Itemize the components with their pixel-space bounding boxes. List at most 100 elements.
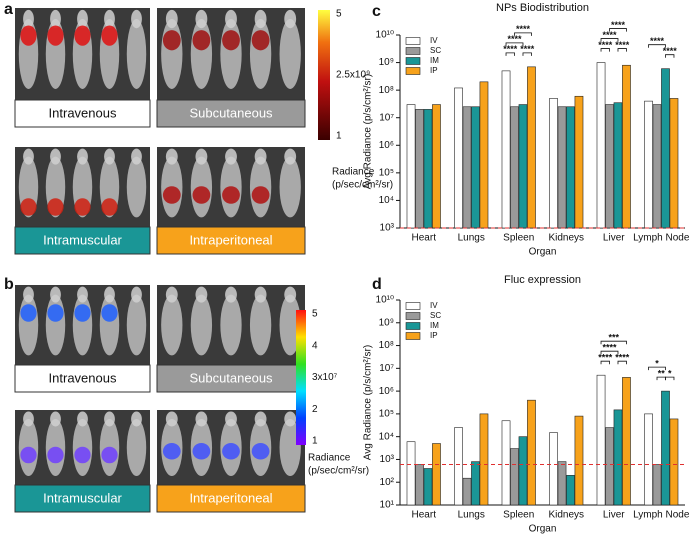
bar	[527, 66, 536, 229]
legend-swatch	[405, 47, 421, 55]
bar	[462, 106, 472, 229]
group-label-box	[14, 99, 151, 128]
bar	[605, 104, 614, 229]
mouse-body	[249, 19, 272, 89]
mouse-body	[220, 294, 242, 356]
significance-bracket	[665, 54, 675, 58]
bar	[510, 448, 519, 506]
mouse-head	[77, 411, 88, 427]
bar	[462, 477, 472, 506]
mouse-body	[161, 294, 183, 356]
signal-blob	[47, 446, 64, 464]
bar	[613, 102, 623, 229]
group-label-box	[14, 364, 151, 393]
bar	[596, 374, 606, 506]
mouse-body	[279, 419, 301, 476]
significance-label: ***	[608, 333, 619, 343]
colorbar-title: (p/sec/cm²/sr)	[308, 466, 369, 477]
signal-blob	[20, 446, 37, 464]
y-tick-label: 10⁵	[379, 409, 394, 420]
mouse-body	[18, 294, 39, 356]
y-axis-label: Avg Radiance (p/s/cm²/sr)	[363, 74, 374, 189]
legend-label: IP	[430, 331, 438, 340]
mouse-head	[77, 148, 88, 165]
colorbar	[318, 10, 330, 140]
colorbar-label: 2.5x10⁹	[336, 70, 370, 81]
bar	[501, 420, 511, 506]
bar	[432, 443, 441, 506]
mouse-body	[126, 19, 147, 89]
mouse-head	[104, 148, 115, 165]
y-tick-label: 10⁶	[379, 386, 394, 397]
signal-blob	[74, 446, 91, 464]
y-tick-label: 10⁵	[379, 167, 394, 178]
mouse-head	[165, 9, 178, 29]
bar	[549, 98, 558, 229]
panel-letter: a	[4, 1, 13, 18]
x-tick-label: Liver	[603, 233, 625, 244]
y-tick-label: 10²	[380, 477, 395, 488]
colorbar-label: 5	[312, 309, 318, 320]
mouse-head	[104, 9, 115, 29]
significance-bracket	[600, 350, 619, 355]
bar	[596, 62, 606, 229]
signal-blob	[74, 304, 91, 322]
panel-letter: c	[372, 3, 381, 20]
bar	[518, 104, 528, 229]
bar	[644, 100, 653, 229]
signal-blob	[251, 443, 270, 460]
y-tick-label: 10¹⁰	[376, 295, 394, 306]
group-label: Intravenous	[49, 105, 117, 120]
x-tick-label: Lymph Node	[633, 510, 690, 521]
significance-label: ****	[603, 343, 618, 353]
signal-blob	[20, 304, 37, 322]
group-label: Intramuscular	[43, 490, 122, 505]
legend-label: IV	[430, 36, 438, 45]
mouse-head	[23, 286, 34, 303]
mouse-body	[279, 19, 301, 89]
signal-blob	[101, 198, 118, 216]
signal-blob	[192, 443, 211, 460]
colorbar-label: 4	[312, 340, 318, 351]
significance-label: ****	[516, 24, 531, 34]
group-label: Subcutaneous	[189, 370, 273, 385]
mouse-head	[254, 411, 267, 427]
bar	[622, 64, 631, 229]
significance-label: ****	[650, 36, 665, 46]
legend-swatch	[405, 322, 421, 330]
y-tick-label: 10³	[380, 223, 395, 234]
mouse-body	[126, 294, 147, 356]
group-label: Intraperitoneal	[189, 490, 272, 505]
group-label-box	[156, 99, 306, 128]
colorbar-label: 1	[312, 436, 318, 447]
bar	[613, 409, 623, 506]
y-tick-label: 10¹	[380, 500, 395, 511]
legend-label: IV	[430, 301, 438, 310]
bar	[406, 104, 416, 229]
signal-blob	[101, 304, 118, 322]
x-tick-label: Kidneys	[548, 233, 584, 244]
legend-swatch	[405, 312, 421, 320]
mouse-body	[161, 19, 183, 89]
x-tick-label: Kidneys	[548, 510, 584, 521]
x-axis-label: Organ	[529, 247, 557, 258]
bar	[479, 413, 489, 506]
mouse-head	[165, 286, 178, 303]
significance-bracket	[648, 366, 666, 371]
x-tick-label: Liver	[603, 510, 625, 521]
mouse-body	[249, 294, 272, 356]
legend-swatch	[405, 332, 421, 340]
x-tick-label: Heart	[412, 233, 437, 244]
legend-swatch	[405, 57, 421, 65]
signal-blob	[192, 30, 211, 51]
mouse-head	[195, 9, 208, 29]
mouse-head	[225, 9, 237, 29]
mouse-head	[77, 9, 88, 29]
bar	[415, 464, 424, 506]
mouse-head	[165, 148, 178, 165]
x-tick-label: Spleen	[503, 233, 534, 244]
bar	[415, 109, 424, 229]
bar	[605, 427, 614, 506]
signal-blob	[47, 25, 64, 46]
